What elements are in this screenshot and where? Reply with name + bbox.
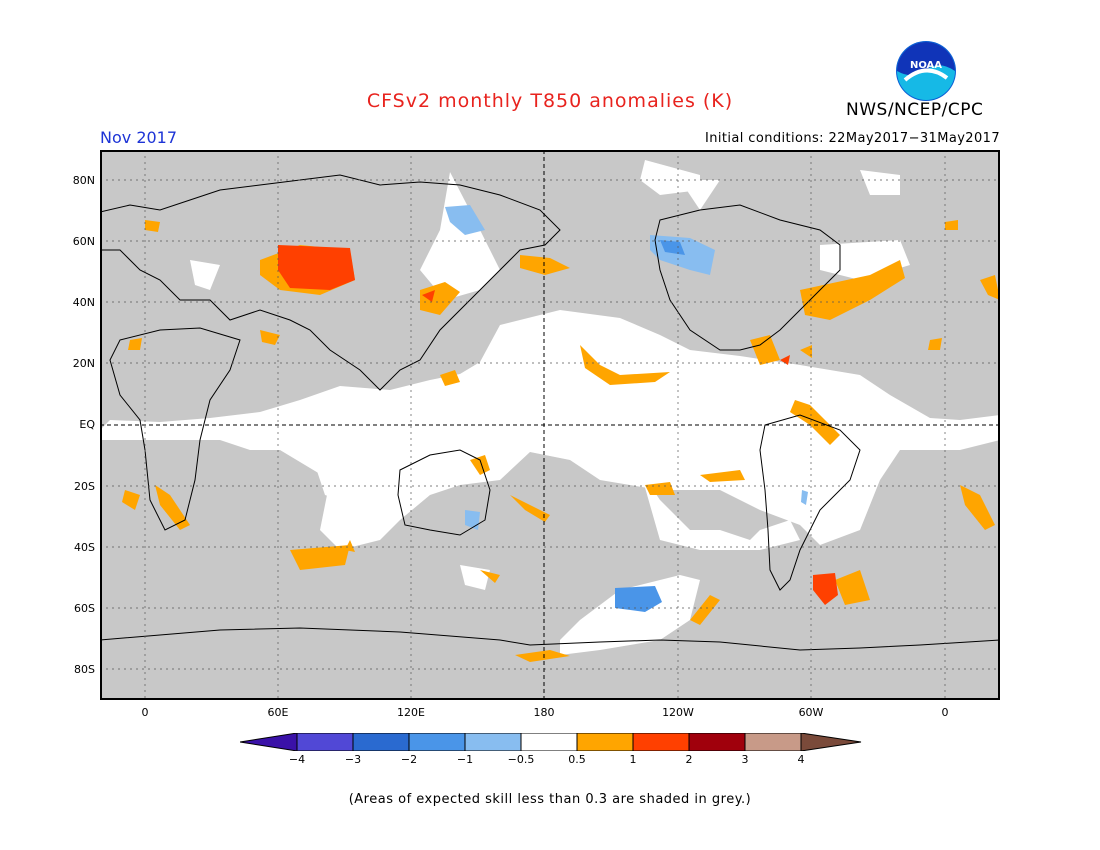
colorbar-segment [520,733,578,751]
graticule [100,150,1000,700]
colorbar-label: −3 [344,753,362,766]
colorbar-label: 1 [629,753,637,766]
colorbar-label: −4 [288,753,306,766]
agency-label: NWS/NCEP/CPC [846,100,984,120]
negative-anomaly-regions [445,205,808,612]
lon-label: 180 [533,706,555,719]
colorbar-label: −2 [400,753,418,766]
colorbar-label: 0.5 [568,753,586,766]
colorbar-lower-arrow [240,733,298,751]
lat-label: 20N [72,357,95,370]
colorbar-segment [296,733,354,751]
lat-label: 40S [74,541,95,554]
lon-label: 120W [662,706,694,719]
lat-label: 60N [72,235,95,248]
colorbar-segment [744,733,802,751]
colorbar-segment [688,733,746,751]
colorbar-label: −0.5 [507,753,535,766]
colorbar-segment [576,733,634,751]
colorbar-segment [352,733,410,751]
chart-title: CFSv2 monthly T850 anomalies (K) [366,90,734,112]
lon-label: 120E [397,706,425,719]
colorbar-segment [408,733,466,751]
lat-label: 20S [74,480,95,493]
valid-month: Nov 2017 [100,128,178,147]
colorbar-upper-arrow [800,733,862,751]
lon-label: 0 [141,706,149,719]
coastlines [100,174,1000,651]
noaa-logo-text: NOAA [910,60,942,71]
lat-label: 40N [72,296,95,309]
lat-label: 80N [72,174,95,187]
lon-label: 0 [941,706,949,719]
colorbar-label: −1 [456,753,474,766]
anomaly-map [100,150,1000,700]
map-frame [100,150,1000,700]
colorbar-segment [632,733,690,751]
lat-label: 60S [74,602,95,615]
colorbar-segment [464,733,522,751]
initial-conditions: Initial conditions: 22May2017−31May2017 [705,131,1000,146]
noaa-logo: NOAA [896,41,956,101]
skill-caption: (Areas of expected skill less than 0.3 a… [348,792,752,807]
lat-label: EQ [79,418,95,431]
neutral-regions [100,160,1000,655]
colorbar-label: 4 [797,753,805,766]
colorbar [240,733,862,751]
lon-label: 60W [798,706,824,719]
strong-positive-regions [278,245,838,605]
lon-label: 60E [267,706,289,719]
reference-lines [100,150,1000,700]
colorbar-label: 3 [741,753,749,766]
lat-label: 80S [74,663,95,676]
colorbar-label: 2 [685,753,693,766]
